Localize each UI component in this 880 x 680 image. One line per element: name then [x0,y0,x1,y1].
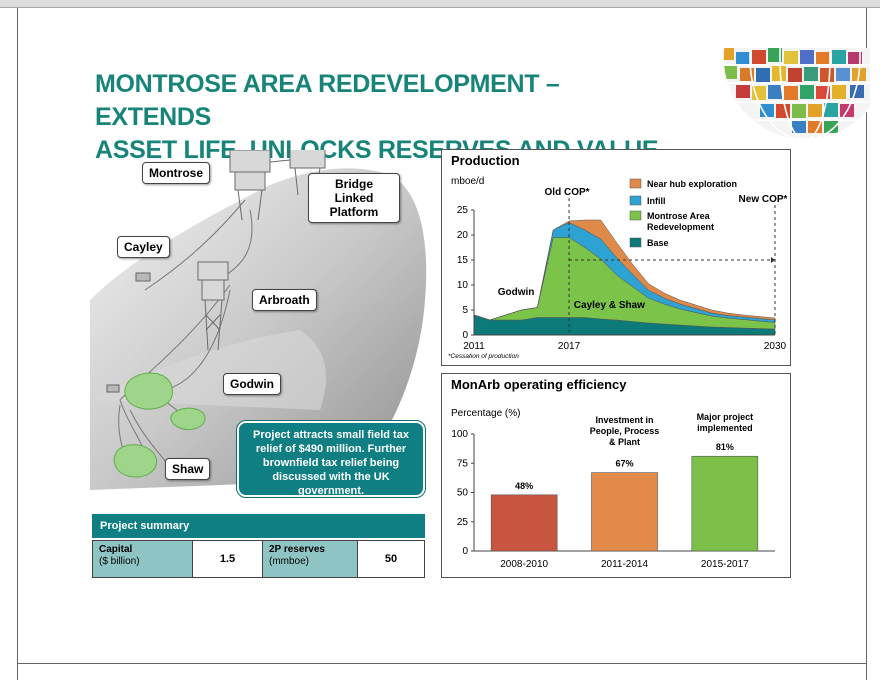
project-summary-header: Project summary [92,514,425,538]
y-tick-label: 20 [457,230,469,241]
globe-logo-icon [723,48,870,138]
y-tick-label: 10 [457,280,469,291]
y-tick-label: 75 [457,458,469,469]
x-tick-label-0: 2008-2010 [500,559,548,570]
green-field-outlines [113,372,206,478]
legend-swatch-1 [629,195,642,206]
reserves-value: 50 [358,541,424,577]
efficiency-title: MonArb operating efficiency [451,377,627,392]
extension-arrow-head [771,257,775,263]
y-tick-label: 100 [451,429,468,440]
y-tick-label: 15 [457,255,469,266]
legend-label-0: Near hub exploration [647,179,737,189]
bar-1 [591,472,658,552]
subsea-structures [106,272,151,393]
y-tick-label: 0 [462,546,468,557]
annotation-major-project-line-0: Major project [697,412,754,422]
label-bridge-linked-platform: Bridge Linked Platform [308,173,400,223]
legend-label-2-line1: Montrose Area [647,211,711,221]
page-border-left [17,8,18,680]
capital-label-cell: Capital ($ billion) [93,541,193,577]
annotation-major-project-line-1: implemented [697,423,753,433]
label-godwin: Godwin [223,373,281,395]
reserves-label-cell: 2P reserves (mmboe) [263,541,358,577]
legend-swatch-0 [629,178,642,189]
reserves-unit: (mmboe) [269,556,310,567]
legend-label-2-line2: Redevelopment [647,222,714,232]
production-title: Production [451,153,520,168]
bar-value-label-2: 81% [716,442,734,452]
production-unit-label: mboe/d [451,176,484,187]
bar-2 [691,455,759,552]
field-map-illustration: Montrose Bridge Linked Platform Cayley A… [90,147,435,510]
bar-0 [490,494,558,552]
annotation-investment-line-0: Investment in [595,415,653,425]
capital-label: Capital [99,544,133,555]
reserves-label: 2P reserves [269,544,325,555]
y-tick-label: 5 [462,305,468,316]
cayley-shaw-annotation: Cayley & Shaw [574,300,645,311]
legend-label-3: Base [647,238,669,248]
capital-unit: ($ billion) [99,556,140,567]
page-border-right [866,8,867,680]
efficiency-panel: MonArb operating efficiency Percentage (… [441,373,791,578]
efficiency-chart: Percentage (%) 0 25 50 75 100 48% 2008-2010 67% 2… [451,408,775,570]
x-tick-label: 2011 [463,341,485,352]
annotation-investment-line-2: & Plant [609,437,640,447]
legend-swatch-2 [629,210,642,221]
y-tick-label: 25 [457,205,469,216]
y-tick-label: 25 [457,517,469,528]
bar-value-label-1: 67% [615,459,633,469]
annotation-investment-line-1: People, Process [590,426,660,436]
y-tick-label: 50 [457,488,469,499]
label-shaw: Shaw [165,458,211,480]
bar-value-label-0: 48% [515,481,533,491]
capital-value: 1.5 [193,541,263,577]
tax-relief-callout: Project attracts small field tax relief … [236,420,426,498]
new-cop-label: New COP* [739,194,788,205]
x-tick-label: 2030 [764,341,787,352]
x-tick-label-1: 2011-2014 [601,559,649,570]
old-cop-label: Old COP* [545,187,590,198]
production-panel: Production mboe/d 0 5 10 15 20 25 2011 2017 2030 O… [441,149,791,366]
label-montrose: Montrose [142,162,210,184]
legend-swatch-3 [629,237,642,248]
label-cayley: Cayley [117,236,170,258]
production-chart: mboe/d 0 5 10 15 20 25 2011 2017 2030 Old COP* New … [448,176,788,360]
project-summary-table: Project summary Capital ($ billion) 1.5 … [92,514,425,579]
label-arbroath: Arbroath [252,289,317,311]
window-top-bar [0,0,880,8]
y-tick-label: 0 [462,330,468,341]
page-border-bottom [17,663,867,664]
efficiency-ylabel: Percentage (%) [451,408,520,419]
project-summary-row: Capital ($ billion) 1.5 2P reserves (mmb… [92,540,425,578]
x-tick-label-2: 2015-2017 [701,559,749,570]
title-line-1: MONTROSE AREA REDEVELOPMENT – EXTENDS [95,70,560,131]
cessation-footnote: *Cessation of production [448,353,519,360]
x-tick-label: 2017 [558,341,581,352]
arbroath-platform [197,261,229,351]
legend-label-1: Infill [647,196,666,206]
godwin-annotation: Godwin [498,287,535,298]
